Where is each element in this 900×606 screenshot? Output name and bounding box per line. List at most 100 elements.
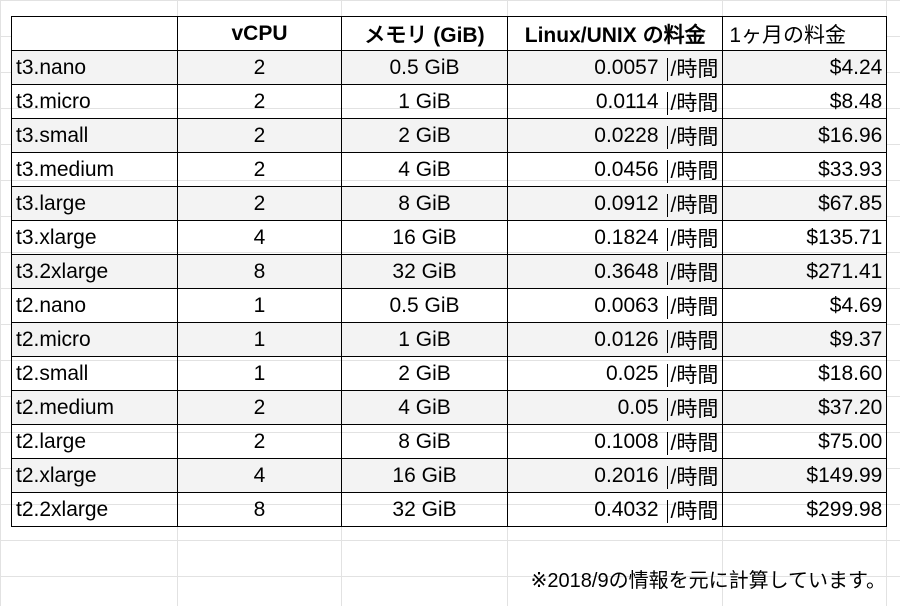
price-unit-cell[interactable]: /時間 [662, 50, 724, 85]
memory-cell[interactable]: 4 GiB [341, 152, 508, 187]
hourly-price-cell[interactable]: 0.05 [507, 390, 663, 425]
monthly-price-cell[interactable]: $271.41 [722, 254, 888, 289]
price-unit-cell[interactable]: /時間 [662, 186, 724, 221]
hourly-price-cell[interactable]: 0.0456 [507, 152, 663, 187]
table-row: t2.small 1 2 GiB 0.025/時間 $18.60 [11, 356, 888, 391]
vcpu-cell[interactable]: 1 [177, 356, 342, 391]
price-unit-label: /時間 [666, 499, 719, 523]
price-unit-cell[interactable]: /時間 [662, 356, 724, 391]
vcpu-cell[interactable]: 2 [177, 152, 342, 187]
instance-type-cell[interactable]: t2.micro [11, 322, 178, 357]
vcpu-cell[interactable]: 2 [177, 50, 342, 85]
instance-type-cell[interactable]: t2.medium [11, 390, 178, 425]
instance-type-cell[interactable]: t2.xlarge [11, 458, 178, 493]
header-instance-type[interactable] [11, 16, 178, 51]
price-unit-label: /時間 [666, 159, 719, 183]
price-unit-cell[interactable]: /時間 [662, 254, 724, 289]
header-vcpu[interactable]: vCPU [177, 16, 342, 51]
price-unit-cell[interactable]: /時間 [662, 84, 724, 119]
hourly-price-cell[interactable]: 0.0057 [507, 50, 663, 85]
instance-type-cell[interactable]: t2.small [11, 356, 178, 391]
price-unit-cell[interactable]: /時間 [662, 458, 724, 493]
price-unit-cell[interactable]: /時間 [662, 322, 724, 357]
memory-cell[interactable]: 1 GiB [341, 322, 508, 357]
price-unit-label: /時間 [666, 125, 719, 149]
memory-cell[interactable]: 16 GiB [341, 458, 508, 493]
instance-type-cell[interactable]: t3.medium [11, 152, 178, 187]
table-row: t2.micro 1 1 GiB 0.0126/時間 $9.37 [11, 322, 888, 357]
monthly-price-cell[interactable]: $299.98 [722, 492, 888, 527]
instance-type-cell[interactable]: t3.xlarge [11, 220, 178, 255]
hourly-price-cell[interactable]: 0.0912 [507, 186, 663, 221]
memory-cell[interactable]: 8 GiB [341, 424, 508, 459]
memory-cell[interactable]: 32 GiB [341, 492, 508, 527]
memory-cell[interactable]: 0.5 GiB [341, 50, 508, 85]
monthly-price-cell[interactable]: $67.85 [722, 186, 888, 221]
instance-type-cell[interactable]: t3.2xlarge [11, 254, 178, 289]
monthly-price-cell[interactable]: $4.24 [722, 50, 888, 85]
memory-cell[interactable]: 2 GiB [341, 356, 508, 391]
price-unit-cell[interactable]: /時間 [662, 390, 724, 425]
memory-cell[interactable]: 0.5 GiB [341, 288, 508, 323]
vcpu-cell[interactable]: 1 [177, 322, 342, 357]
table-row: t3.small 2 2 GiB 0.0228/時間 $16.96 [11, 118, 888, 153]
hourly-price-cell[interactable]: 0.0063 [507, 288, 663, 323]
memory-cell[interactable]: 32 GiB [341, 254, 508, 289]
instance-type-cell[interactable]: t2.large [11, 424, 178, 459]
vcpu-cell[interactable]: 8 [177, 254, 342, 289]
hourly-price-cell[interactable]: 0.2016 [507, 458, 663, 493]
hourly-price-cell[interactable]: 0.0126 [507, 322, 663, 357]
price-unit-cell[interactable]: /時間 [662, 152, 724, 187]
monthly-price-cell[interactable]: $18.60 [722, 356, 888, 391]
memory-cell[interactable]: 1 GiB [341, 84, 508, 119]
vcpu-cell[interactable]: 2 [177, 424, 342, 459]
monthly-price-cell[interactable]: $16.96 [722, 118, 888, 153]
hourly-price-cell[interactable]: 0.1008 [507, 424, 663, 459]
hourly-price-cell[interactable]: 0.4032 [507, 492, 663, 527]
monthly-price-cell[interactable]: $8.48 [722, 84, 888, 119]
price-unit-label: /時間 [666, 91, 719, 115]
instance-type-cell[interactable]: t2.2xlarge [11, 492, 178, 527]
instance-type-cell[interactable]: t3.small [11, 118, 178, 153]
vcpu-cell[interactable]: 4 [177, 458, 342, 493]
monthly-price-cell[interactable]: $149.99 [722, 458, 888, 493]
header-monthly-price[interactable]: 1ヶ月の料金 [722, 16, 888, 51]
vcpu-cell[interactable]: 8 [177, 492, 342, 527]
vcpu-cell[interactable]: 4 [177, 220, 342, 255]
memory-cell[interactable]: 16 GiB [341, 220, 508, 255]
hourly-price-cell[interactable]: 0.0114 [507, 84, 663, 119]
header-memory[interactable]: メモリ (GiB) [341, 16, 508, 51]
price-unit-cell[interactable]: /時間 [662, 492, 724, 527]
monthly-price-cell[interactable]: $37.20 [722, 390, 888, 425]
monthly-price-cell[interactable]: $33.93 [722, 152, 888, 187]
table-row: t2.2xlarge 8 32 GiB 0.4032/時間 $299.98 [11, 492, 888, 527]
header-linux-price[interactable]: Linux/UNIX の料金 [506, 16, 724, 51]
memory-cell[interactable]: 4 GiB [341, 390, 508, 425]
instance-type-cell[interactable]: t3.nano [11, 50, 178, 85]
vcpu-cell[interactable]: 1 [177, 288, 342, 323]
price-unit-cell[interactable]: /時間 [662, 118, 724, 153]
monthly-price-cell[interactable]: $135.71 [722, 220, 888, 255]
price-unit-label: /時間 [666, 465, 719, 489]
memory-cell[interactable]: 2 GiB [341, 118, 508, 153]
vcpu-cell[interactable]: 2 [177, 390, 342, 425]
hourly-price-cell[interactable]: 0.0228 [507, 118, 663, 153]
monthly-price-cell[interactable]: $4.69 [722, 288, 888, 323]
vcpu-cell[interactable]: 2 [177, 118, 342, 153]
instance-type-cell[interactable]: t3.micro [11, 84, 178, 119]
memory-cell[interactable]: 8 GiB [341, 186, 508, 221]
hourly-price-cell[interactable]: 0.3648 [507, 254, 663, 289]
hourly-price-cell[interactable]: 0.025 [507, 356, 663, 391]
footnote[interactable]: ※2018/9の情報を元に計算しています。 [530, 570, 886, 592]
monthly-price-cell[interactable]: $9.37 [722, 322, 888, 357]
hourly-price-cell[interactable]: 0.1824 [507, 220, 663, 255]
price-unit-cell[interactable]: /時間 [662, 288, 724, 323]
monthly-price-cell[interactable]: $75.00 [722, 424, 888, 459]
price-unit-cell[interactable]: /時間 [662, 220, 724, 255]
vcpu-cell[interactable]: 2 [177, 186, 342, 221]
instance-type-cell[interactable]: t3.large [11, 186, 178, 221]
vcpu-cell[interactable]: 2 [177, 84, 342, 119]
price-unit-cell[interactable]: /時間 [662, 424, 724, 459]
instance-type-cell[interactable]: t2.nano [11, 288, 178, 323]
price-unit-label: /時間 [666, 57, 719, 81]
